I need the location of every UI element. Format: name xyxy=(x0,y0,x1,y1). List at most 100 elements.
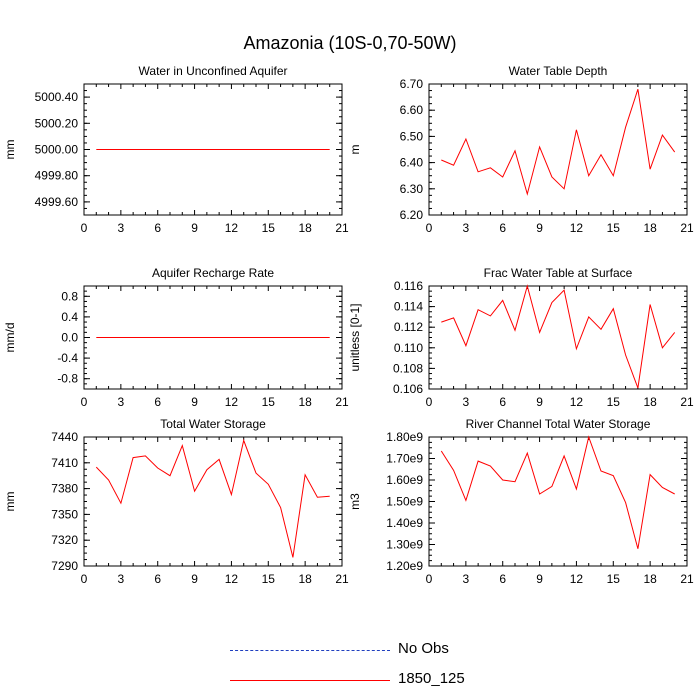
panel-title: River Channel Total Water Storage xyxy=(466,417,651,431)
x-tick-label: 6 xyxy=(154,221,161,235)
x-tick-label: 6 xyxy=(499,221,506,235)
y-tick-label: 4999.60 xyxy=(35,195,79,209)
y-tick-label: 7410 xyxy=(51,456,78,470)
x-tick-label: 18 xyxy=(643,221,657,235)
chart-panel-0: Water in Unconfined Aquifer mm 0 3 6 9 12 15 18 2… xyxy=(3,64,349,235)
x-tick-label: 0 xyxy=(426,572,433,586)
chart-panel-3: Frac Water Table at Surface unitless [0-1… xyxy=(348,266,694,409)
y-tick-label: 5000.40 xyxy=(35,90,79,104)
y-tick-label: 0.110 xyxy=(394,341,423,355)
x-tick-label: 3 xyxy=(118,395,125,409)
x-tick-label: 21 xyxy=(680,395,694,409)
plot-frame xyxy=(428,436,688,567)
y-tick-label: 7440 xyxy=(51,430,78,444)
x-tick-label: 3 xyxy=(463,572,470,586)
y-tick-label: 1.20e9 xyxy=(386,559,423,573)
x-tick-label: 15 xyxy=(262,221,276,235)
x-tick-label: 18 xyxy=(298,395,312,409)
plot-frame xyxy=(428,285,688,390)
x-tick-label: 0 xyxy=(81,572,88,586)
x-tick-label: 15 xyxy=(607,221,621,235)
y-tick-label: 1.60e9 xyxy=(386,473,423,487)
x-tick-label: 6 xyxy=(499,395,506,409)
plot-frame xyxy=(428,83,688,216)
legend-swatch-1850-125 xyxy=(230,680,390,681)
y-tick-label: 4999.80 xyxy=(35,169,79,183)
y-tick-label: 7350 xyxy=(51,507,78,521)
series-line-1850_125 xyxy=(95,438,330,558)
x-tick-label: 6 xyxy=(154,572,161,586)
x-tick-label: 0 xyxy=(426,395,433,409)
chart-panel-2: Aquifer Recharge Rate mm/d 0 3 6 9 12 15 18 21 -0.… xyxy=(3,266,349,409)
series-line-1850_125 xyxy=(441,284,676,389)
y-tick-label: 0.116 xyxy=(394,279,423,293)
x-tick-label: 3 xyxy=(118,572,125,586)
chart-panel-5: River Channel Total Water Storage m3 0 3 6 9 1… xyxy=(348,417,694,586)
y-tick-label: -0.4 xyxy=(57,351,78,365)
y-tick-label: 0.106 xyxy=(393,382,423,396)
y-tick-label: 6.30 xyxy=(400,182,424,196)
x-tick-label: 18 xyxy=(643,395,657,409)
y-tick-label: 7320 xyxy=(51,533,78,547)
x-tick-label: 12 xyxy=(225,395,239,409)
x-tick-label: 21 xyxy=(335,572,349,586)
x-tick-label: 9 xyxy=(191,395,198,409)
x-tick-label: 21 xyxy=(680,221,694,235)
y-axis-label: m xyxy=(348,145,362,155)
y-axis-label: mm xyxy=(3,140,17,160)
y-tick-label: 1.70e9 xyxy=(386,452,423,466)
x-tick-label: 21 xyxy=(335,221,349,235)
x-tick-label: 18 xyxy=(643,572,657,586)
x-tick-label: 15 xyxy=(262,395,276,409)
y-tick-label: 7290 xyxy=(51,559,78,573)
x-tick-label: 0 xyxy=(81,395,88,409)
x-tick-label: 15 xyxy=(607,395,621,409)
panel-title: Water in Unconfined Aquifer xyxy=(139,64,288,78)
chart-panel-4: Total Water Storage mm 0 3 6 9 12 15 18 21 7290 732… xyxy=(3,417,349,586)
y-tick-label: 0.0 xyxy=(61,331,78,345)
y-axis-label: unitless [0-1] xyxy=(348,303,362,371)
x-tick-label: 21 xyxy=(335,395,349,409)
x-tick-label: 9 xyxy=(191,572,198,586)
legend-swatch-no-obs xyxy=(230,650,390,651)
panel-title: Total Water Storage xyxy=(160,417,266,431)
series-line-1850_125 xyxy=(440,435,675,549)
x-tick-label: 12 xyxy=(225,221,239,235)
y-tick-label: 0.108 xyxy=(393,361,423,375)
x-tick-label: 12 xyxy=(570,572,584,586)
x-tick-label: 12 xyxy=(225,572,239,586)
x-tick-label: 9 xyxy=(191,221,198,235)
x-tick-label: 3 xyxy=(118,221,125,235)
x-tick-label: 6 xyxy=(154,395,161,409)
legend-label-no-obs: No Obs xyxy=(398,640,449,657)
y-tick-label: 1.80e9 xyxy=(386,430,423,444)
x-tick-label: 12 xyxy=(570,395,584,409)
figure-title: Amazonia (10S-0,70-50W) xyxy=(243,33,457,53)
y-tick-label: 6.20 xyxy=(400,208,424,222)
y-tick-label: 6.60 xyxy=(400,103,424,117)
y-axis-label: mm/d xyxy=(3,323,17,353)
panel-title: Frac Water Table at Surface xyxy=(484,266,633,280)
y-tick-label: 7380 xyxy=(51,482,78,496)
y-tick-label: 1.30e9 xyxy=(386,538,423,552)
x-tick-label: 3 xyxy=(463,221,470,235)
x-tick-label: 18 xyxy=(298,221,312,235)
y-tick-label: 0.4 xyxy=(61,310,78,324)
y-tick-label: 0.112 xyxy=(394,320,423,334)
y-tick-label: 0.8 xyxy=(61,289,78,303)
x-tick-label: 21 xyxy=(680,572,694,586)
y-tick-label: 6.50 xyxy=(400,129,424,143)
x-tick-label: 6 xyxy=(499,572,506,586)
series-line-1850_125 xyxy=(441,89,676,196)
plot-frame xyxy=(83,436,343,567)
chart-panel-1: Water Table Depth m 0 3 6 9 12 15 18 21 6.20 6.30 6.… xyxy=(348,64,694,235)
x-tick-label: 9 xyxy=(536,572,543,586)
panel-title: Water Table Depth xyxy=(509,64,608,78)
x-tick-label: 18 xyxy=(298,572,312,586)
x-tick-label: 15 xyxy=(607,572,621,586)
x-tick-label: 15 xyxy=(262,572,276,586)
y-tick-label: 5000.00 xyxy=(35,143,79,157)
legend-label-1850-125: 1850_125 xyxy=(398,670,465,687)
panel-title: Aquifer Recharge Rate xyxy=(152,266,274,280)
y-tick-label: 1.40e9 xyxy=(386,516,423,530)
